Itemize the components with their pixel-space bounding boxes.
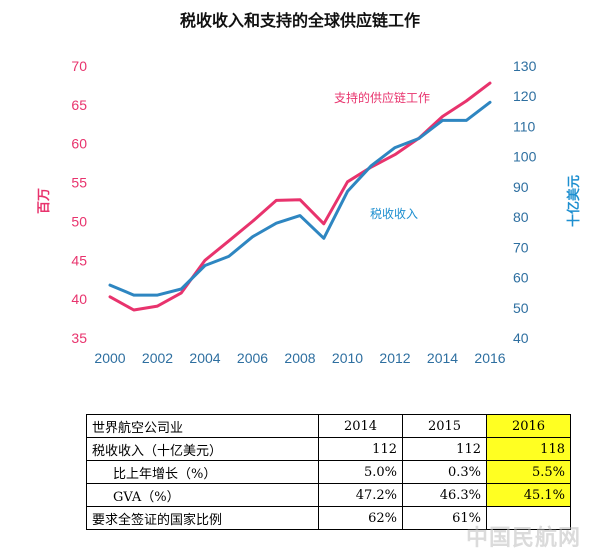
left-axis-tick-label: 55 xyxy=(71,175,87,191)
left-axis-tick-label: 70 xyxy=(71,58,87,74)
right-axis-tick-label: 50 xyxy=(513,300,529,316)
x-axis-ticks: 2000 2002 2004 2006 2008 2010 2012 2014 2016 xyxy=(94,350,505,366)
chart: 税收收入和支持的全球供应链工作 35 40 45 50 55 60 65 70 40 50 60 7… xyxy=(37,11,582,366)
x-axis-tick-label: 2014 xyxy=(427,350,458,366)
table-cell xyxy=(486,506,571,530)
right-axis-tick-label: 70 xyxy=(513,239,529,255)
table-row-label: 税收收入（十亿美元） xyxy=(86,437,319,461)
left-axis-tick-label: 50 xyxy=(71,213,87,229)
x-axis-tick-label: 2008 xyxy=(284,350,315,366)
x-axis-tick-label: 2004 xyxy=(189,350,220,366)
x-axis-tick-label: 2002 xyxy=(142,350,173,366)
right-axis-tick-label: 110 xyxy=(513,118,536,134)
right-axis-tick-label: 60 xyxy=(513,270,529,286)
x-axis-tick-label: 2006 xyxy=(237,350,268,366)
table-row-label: 要求全签证的国家比例 xyxy=(86,506,319,530)
table-cell: 112 xyxy=(318,437,403,461)
chart-title: 税收收入和支持的全球供应链工作 xyxy=(180,11,420,30)
right-axis-tick-label: 100 xyxy=(513,149,537,165)
left-axis-title: 百万 xyxy=(37,188,52,214)
x-axis-tick-label: 2000 xyxy=(94,350,125,366)
table-row: 比上年增长（%） 5.0% 0.3% 5.5% xyxy=(86,460,571,484)
right-axis-tick-label: 80 xyxy=(513,209,529,225)
table-cell: 0.3% xyxy=(402,460,487,484)
series-line-tax-revenue xyxy=(108,100,492,297)
statistics-table: 世界航空公司业 2014 2015 2016 税收收入（十亿美元） 112 11… xyxy=(86,414,571,530)
x-axis-tick-label: 2012 xyxy=(379,350,410,366)
series-line-supply-chain-jobs xyxy=(108,81,492,312)
table-header-year: 2015 xyxy=(402,414,487,438)
left-axis-tick-label: 45 xyxy=(71,252,87,268)
table-header-year: 2014 xyxy=(318,414,403,438)
statistics-table-wrapper: 世界航空公司业 2014 2015 2016 税收收入（十亿美元） 112 11… xyxy=(86,414,571,530)
left-axis-tick-label: 65 xyxy=(71,97,87,113)
table-cell: 46.3% xyxy=(402,483,487,507)
right-axis-tick-label: 130 xyxy=(513,58,537,74)
watermark-logo: 中国民航网 xyxy=(466,526,582,551)
right-axis-tick-label: 120 xyxy=(513,88,537,104)
table-row: 税收收入（十亿美元） 112 112 118 xyxy=(86,437,571,461)
left-axis-tick-label: 60 xyxy=(71,136,87,152)
series-label-tax-revenue: 税收收入 xyxy=(370,207,418,221)
x-axis-tick-label: 2016 xyxy=(474,350,505,366)
table-cell: 45.1% xyxy=(486,483,571,507)
table-cell: 62% xyxy=(318,506,403,530)
right-axis-ticks: 40 50 60 70 80 90 100 110 120 130 xyxy=(513,58,537,346)
table-header-label: 世界航空公司业 xyxy=(86,414,319,438)
table-header-year: 2016 xyxy=(486,414,571,438)
right-axis-title: 十亿美元 xyxy=(566,175,582,227)
table-cell: 118 xyxy=(486,437,571,461)
table-header-row: 世界航空公司业 2014 2015 2016 xyxy=(86,414,571,438)
left-axis-tick-label: 40 xyxy=(71,291,87,307)
series-lines xyxy=(108,81,492,312)
table-row-label: GVA（%） xyxy=(86,483,319,507)
right-axis-tick-label: 40 xyxy=(513,330,529,346)
table-cell: 47.2% xyxy=(318,483,403,507)
table-row: 要求全签证的国家比例 62% 61% xyxy=(86,506,571,530)
x-axis-tick-label: 2010 xyxy=(332,350,363,366)
series-label-supply-chain-jobs: 支持的供应链工作 xyxy=(334,90,430,105)
left-axis-ticks: 35 40 45 50 55 60 65 70 xyxy=(71,58,87,346)
table-cell: 112 xyxy=(402,437,487,461)
table-cell: 5.5% xyxy=(486,460,571,484)
table-row-label: 比上年增长（%） xyxy=(86,460,319,484)
right-axis-tick-label: 90 xyxy=(513,179,529,195)
left-axis-tick-label: 35 xyxy=(71,330,87,346)
table-cell: 5.0% xyxy=(318,460,403,484)
table-row: GVA（%） 47.2% 46.3% 45.1% xyxy=(86,483,571,507)
